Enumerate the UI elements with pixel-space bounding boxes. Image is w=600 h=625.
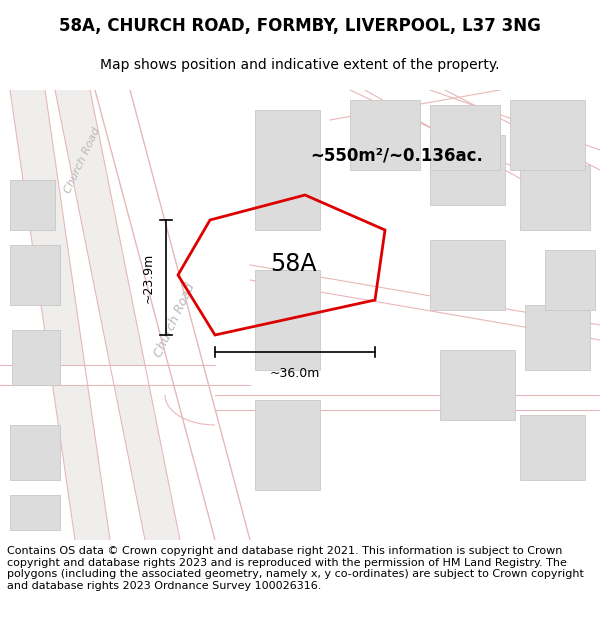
Bar: [520, 165, 590, 230]
Bar: [255, 400, 320, 490]
Bar: [255, 270, 320, 370]
Text: ~36.0m: ~36.0m: [270, 367, 320, 380]
Text: ~550m²/~0.136ac.: ~550m²/~0.136ac.: [310, 146, 483, 164]
Text: Map shows position and indicative extent of the property.: Map shows position and indicative extent…: [100, 58, 500, 72]
Text: Contains OS data © Crown copyright and database right 2021. This information is : Contains OS data © Crown copyright and d…: [7, 546, 584, 591]
Bar: [510, 100, 585, 170]
Bar: [525, 305, 590, 370]
Bar: [255, 110, 320, 230]
Bar: [545, 250, 595, 310]
Bar: [440, 350, 515, 420]
Text: Church Road: Church Road: [152, 281, 198, 359]
Bar: [10, 425, 60, 480]
Text: ~23.9m: ~23.9m: [142, 253, 155, 302]
Bar: [10, 495, 60, 530]
Text: 58A, CHURCH ROAD, FORMBY, LIVERPOOL, L37 3NG: 58A, CHURCH ROAD, FORMBY, LIVERPOOL, L37…: [59, 17, 541, 35]
Bar: [520, 415, 585, 480]
Text: Church Road: Church Road: [62, 126, 101, 194]
Polygon shape: [10, 90, 110, 540]
Polygon shape: [55, 90, 180, 540]
Bar: [10, 245, 60, 305]
Bar: [430, 105, 500, 170]
Text: 58A: 58A: [270, 252, 316, 276]
Polygon shape: [95, 90, 250, 540]
Bar: [430, 135, 505, 205]
Polygon shape: [0, 365, 250, 385]
Bar: [12, 330, 60, 385]
Bar: [350, 100, 420, 170]
Bar: [430, 240, 505, 310]
Bar: [10, 180, 55, 230]
